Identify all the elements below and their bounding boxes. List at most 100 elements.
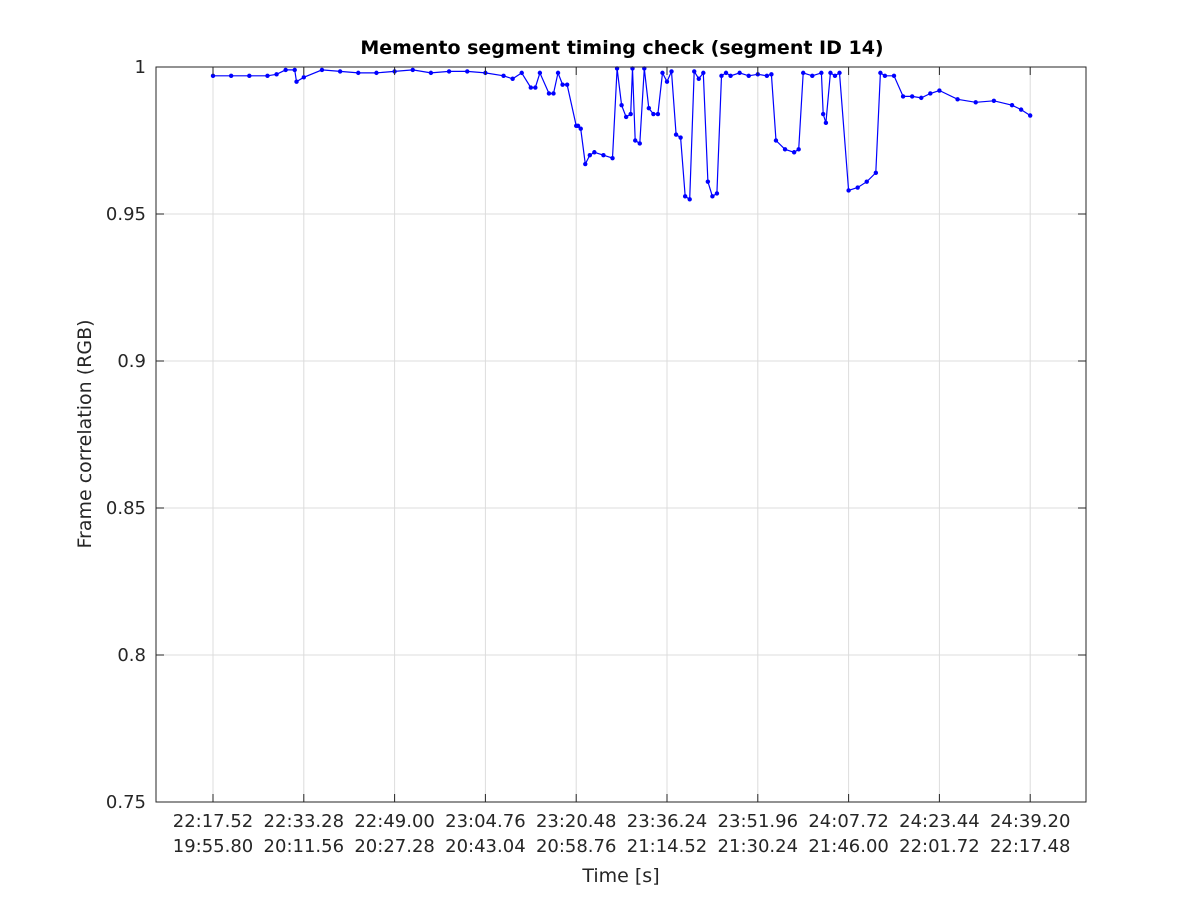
data-point [1018, 107, 1024, 112]
data-point [909, 94, 915, 99]
data-point [878, 70, 883, 76]
x-tick-label: 24:39.20 [990, 811, 1071, 832]
data-point [710, 194, 715, 199]
data-point [651, 111, 656, 117]
data-point [864, 179, 869, 184]
data-point [723, 70, 729, 76]
x-tick-label-secondary: 20:43.04 [445, 836, 526, 857]
data-point [637, 141, 642, 146]
data-point [410, 67, 415, 73]
data-point [973, 100, 978, 105]
data-point [882, 73, 888, 79]
y-tick-label: 0.8 [117, 645, 146, 666]
x-axis-label: Time [s] [581, 865, 659, 887]
x-tick-label: 24:23.44 [899, 811, 980, 832]
data-point [619, 103, 624, 108]
data-point [560, 82, 565, 87]
data-point [646, 105, 652, 111]
data-point [687, 197, 692, 202]
y-axis-label: Frame correlation (RGB) [74, 319, 96, 548]
data-point [696, 76, 701, 81]
data-point [528, 85, 533, 90]
axis-ticks: 0.75 0.8 0.85 0.9 0.95 1 22:17.52 19:55.80 22:33… [106, 57, 1086, 857]
data-point [791, 150, 797, 155]
data-point [510, 76, 515, 81]
series-line [213, 68, 1031, 201]
data-point [673, 132, 679, 137]
data-point [873, 170, 879, 176]
data-point [837, 70, 842, 76]
x-tick-label-secondary: 21:46.00 [808, 836, 889, 857]
data-point [537, 70, 543, 76]
data-point [828, 70, 833, 76]
data-point [919, 95, 924, 101]
data-point [292, 67, 297, 73]
data-point [678, 135, 683, 140]
data-point [764, 73, 770, 79]
data-point [465, 69, 470, 74]
x-tick-label: 24:07.72 [808, 811, 889, 832]
x-tick-label: 22:33.28 [264, 811, 345, 832]
data-point [660, 70, 665, 76]
x-tick-label: 22:17.52 [173, 811, 254, 832]
data-point [628, 111, 633, 117]
data-point [601, 153, 606, 158]
data-point [356, 70, 361, 76]
x-tick-label-secondary: 21:30.24 [718, 836, 799, 857]
data-point [801, 70, 806, 76]
x-tick-label: 23:36.24 [627, 811, 708, 832]
data-point [782, 147, 788, 152]
data-point [1028, 113, 1033, 118]
data-point [610, 155, 615, 161]
data-point [701, 70, 706, 76]
data-point [991, 98, 997, 104]
chart-title: Memento segment timing check (segment ID… [360, 37, 883, 59]
x-tick-label-secondary: 21:14.52 [627, 836, 708, 857]
data-point [592, 150, 597, 155]
data-series [210, 66, 1033, 202]
data-point [564, 82, 570, 87]
data-point [746, 73, 751, 79]
x-tick-label: 23:20.48 [536, 811, 617, 832]
data-point [274, 72, 279, 77]
data-point [819, 70, 824, 76]
data-point [294, 79, 299, 84]
data-point [578, 126, 583, 131]
data-point [1009, 103, 1015, 108]
grid-lines [156, 66, 1086, 803]
data-point [546, 91, 552, 96]
data-point [228, 73, 234, 79]
data-point [737, 70, 742, 76]
data-point [519, 70, 524, 76]
data-point [846, 188, 851, 193]
data-point [265, 73, 270, 79]
data-point [928, 91, 933, 96]
data-point [583, 161, 588, 167]
data-point [247, 73, 252, 79]
data-point [810, 73, 815, 79]
data-point [669, 69, 674, 74]
plot-area-frame [155, 66, 1087, 803]
y-tick-label: 0.85 [106, 498, 146, 519]
data-point [773, 138, 779, 143]
x-tick-label-secondary: 22:17.48 [990, 836, 1071, 857]
x-tick-label-secondary: 20:27.28 [354, 836, 435, 857]
x-tick-label-secondary: 20:58.76 [536, 836, 617, 857]
y-tick-label: 0.75 [106, 792, 146, 813]
data-point [719, 73, 724, 79]
data-point [633, 138, 638, 143]
data-point [374, 70, 379, 76]
data-point [900, 94, 906, 99]
data-point [823, 120, 829, 126]
data-point [705, 179, 711, 184]
data-point [428, 70, 434, 76]
data-point [655, 111, 661, 117]
data-point [533, 85, 538, 90]
data-point [587, 153, 593, 158]
data-point [551, 91, 556, 96]
x-tick-label: 22:49.00 [354, 811, 435, 832]
data-point [692, 69, 697, 74]
x-tick-label-secondary: 19:55.80 [173, 836, 254, 857]
data-point [714, 191, 720, 196]
